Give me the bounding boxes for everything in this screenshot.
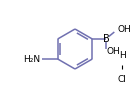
Text: H₂N: H₂N xyxy=(24,55,41,64)
Text: B: B xyxy=(103,34,110,44)
Text: Cl: Cl xyxy=(118,75,126,84)
Text: H: H xyxy=(119,51,125,60)
Text: OH: OH xyxy=(106,46,120,55)
Text: OH: OH xyxy=(117,26,131,35)
